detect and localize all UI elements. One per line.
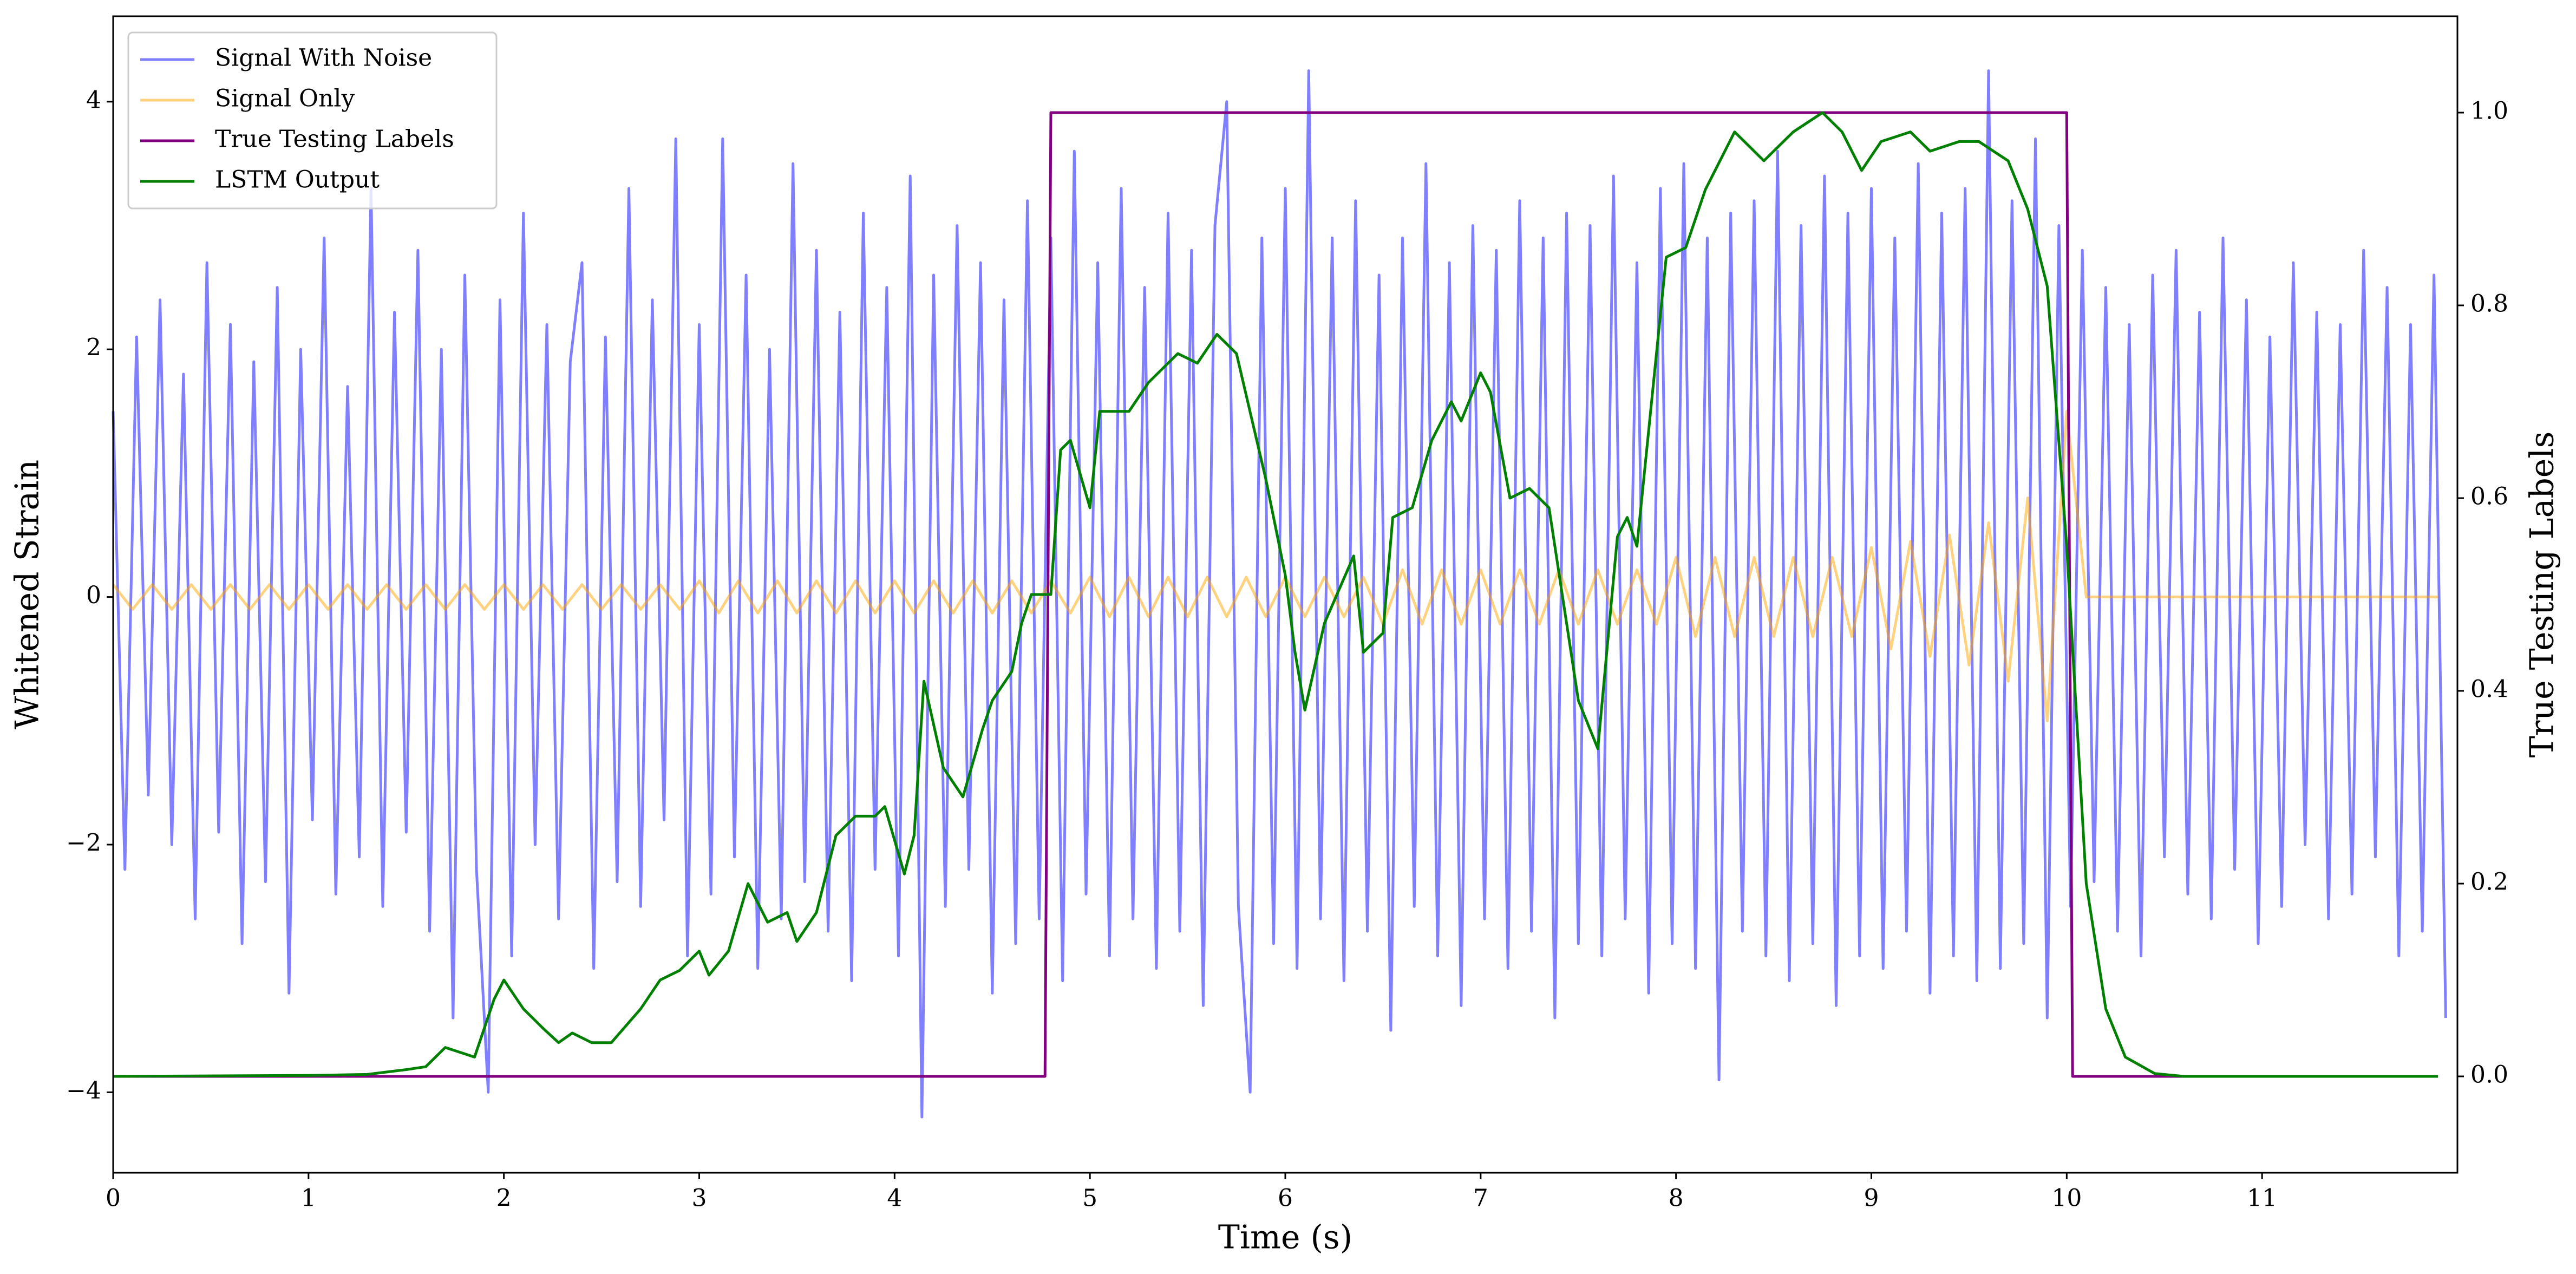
- y-axis-label: Whitened Strain: [9, 460, 47, 729]
- x-tick-label: 7: [1473, 1185, 1488, 1212]
- series-line: [113, 111, 2438, 1078]
- series-line: [112, 69, 2447, 1119]
- x-tick-label: 0: [106, 1185, 121, 1212]
- y2-axis-label: True Testing Labels: [2523, 432, 2561, 758]
- x-tick-label: 1: [301, 1185, 316, 1212]
- x-tick-label: 3: [692, 1185, 707, 1212]
- x-tick-label: 11: [2247, 1185, 2277, 1212]
- legend-label: Signal With Noise: [215, 44, 432, 72]
- y2-tick-label: 0.0: [2470, 1061, 2508, 1089]
- y2-tick-label: 0.6: [2470, 483, 2508, 511]
- x-tick-label: 5: [1082, 1185, 1097, 1212]
- x-tick-label: 10: [2051, 1185, 2082, 1212]
- y2-tick-label: 1.0: [2470, 97, 2508, 125]
- x-tick-label: 2: [496, 1185, 512, 1212]
- legend-label: Signal Only: [215, 85, 355, 113]
- y2-tick-label: 0.8: [2470, 290, 2508, 318]
- series-line: [113, 111, 2438, 1078]
- legend-box: [127, 31, 498, 210]
- y-tick-label: 4: [86, 86, 101, 114]
- y-tick-label: 0: [86, 582, 101, 609]
- y2-tick-label: 0.2: [2470, 868, 2508, 896]
- y-tick-label: −2: [66, 829, 101, 857]
- x-tick-label: 6: [1278, 1185, 1293, 1212]
- legend-label: LSTM Output: [215, 166, 380, 194]
- x-tick-label: 4: [887, 1185, 902, 1212]
- x-tick-label: 8: [1669, 1185, 1684, 1212]
- x-tick-label: 9: [1864, 1185, 1879, 1212]
- legend-label: True Testing Labels: [215, 126, 454, 153]
- y-tick-label: −4: [66, 1077, 101, 1105]
- y2-tick-label: 0.4: [2470, 676, 2508, 703]
- x-axis-label: Time (s): [1218, 1219, 1352, 1257]
- legend: Signal With Noise Signal Only True Testing…: [127, 31, 498, 210]
- series-line: [112, 410, 2438, 722]
- y-tick-label: 2: [86, 334, 101, 362]
